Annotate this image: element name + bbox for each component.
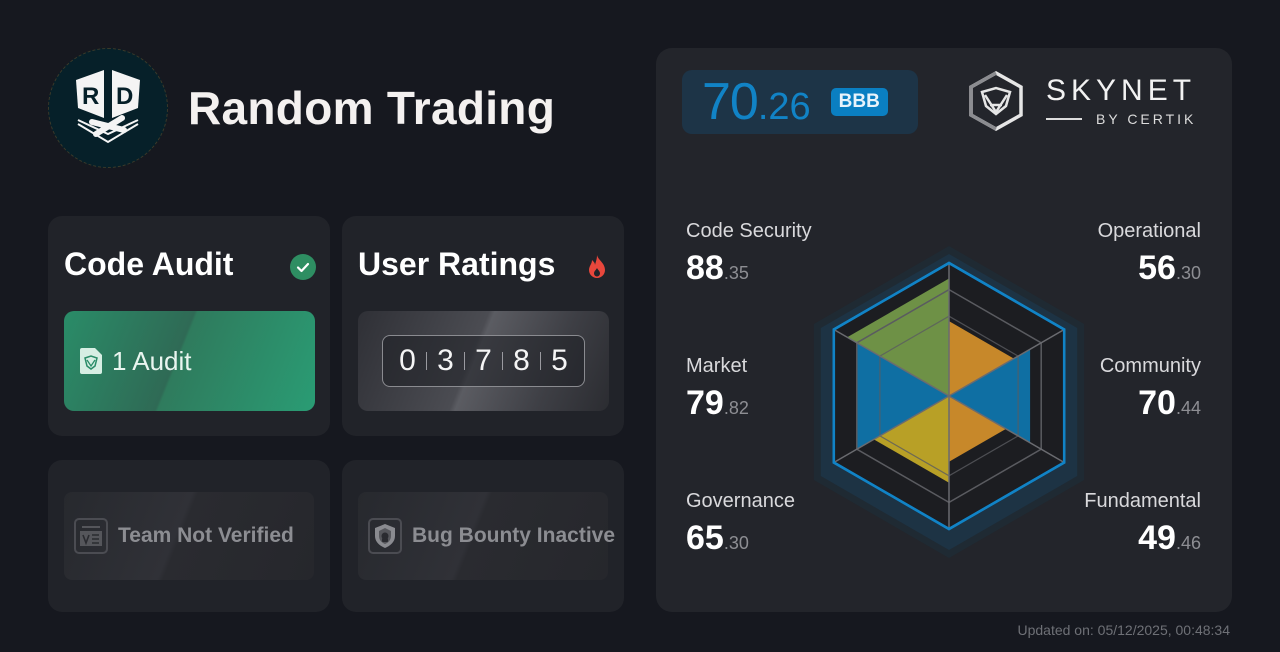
id-card-icon — [74, 518, 108, 554]
digit-separator — [426, 352, 427, 370]
metric-governance: Governance 65.30 — [686, 490, 795, 558]
brand-sub: BY CERTIK — [1046, 111, 1196, 127]
overall-score: 70 .26 BBB — [682, 70, 918, 134]
rating-digit: 7 — [475, 344, 492, 377]
metric-label: Fundamental — [1084, 490, 1201, 512]
metric-int: 56 — [1138, 249, 1176, 287]
digit-separator — [540, 352, 541, 370]
bug-bounty-status[interactable]: Bug Bounty Inactive — [358, 492, 615, 580]
brand-name: SKYNET — [1046, 74, 1197, 107]
code-audit-card: Code Audit 1 Audit — [48, 216, 330, 436]
metric-int: 70 — [1138, 384, 1176, 422]
radar-outline — [832, 261, 1066, 531]
user-ratings-counter: 0 3 7 8 5 — [358, 311, 609, 411]
updated-timestamp: Updated on: 05/12/2025, 00:48:34 — [1017, 622, 1230, 638]
rating-digit: 5 — [551, 344, 568, 377]
metric-dec: .30 — [1175, 263, 1201, 283]
project-title: Random Trading — [188, 82, 556, 134]
svg-text:D: D — [116, 83, 133, 110]
metric-operational: Operational 56.30 — [1098, 220, 1201, 288]
sector-community — [949, 349, 1031, 443]
code-audit-title: Code Audit — [64, 246, 234, 282]
user-ratings-card: User Ratings 0 3 7 8 5 — [342, 216, 624, 436]
metric-int: 65 — [686, 519, 724, 557]
grade-badge: BBB — [830, 88, 888, 116]
rdx-cube-logo-icon: R D — [76, 70, 140, 144]
metric-label: Governance — [686, 490, 795, 512]
metric-dec: .44 — [1175, 398, 1201, 418]
check-circle-icon — [290, 254, 316, 280]
metric-label: Operational — [1097, 220, 1201, 242]
bug-bounty-label: Bug Bounty Inactive — [412, 524, 616, 547]
project-logo: R D — [48, 48, 168, 168]
metric-community: Community 70.44 — [1100, 355, 1201, 423]
metric-dec: .46 — [1175, 533, 1201, 553]
user-ratings-title: User Ratings — [358, 246, 556, 282]
metric-market: Market 79.82 — [686, 355, 749, 423]
project-header: R D Random Trading — [48, 48, 555, 168]
metric-label: Market — [686, 355, 748, 377]
metric-code-security: Code Security 88.35 — [686, 220, 812, 288]
metric-dec: .30 — [723, 533, 749, 553]
skynet-logo-icon — [969, 70, 1023, 132]
metric-label: Community — [1099, 355, 1201, 377]
radar-chart — [813, 246, 1085, 558]
shield-bug-icon — [368, 518, 402, 554]
fire-icon — [589, 255, 605, 278]
metric-fundamental: Fundamental 49.46 — [1084, 490, 1201, 558]
audit-count-label: 1 Audit — [112, 345, 192, 376]
audit-document-icon — [80, 348, 102, 374]
team-status[interactable]: Team Not Verified — [64, 492, 314, 580]
metric-int: 49 — [1138, 519, 1176, 557]
audit-count-button[interactable]: 1 Audit — [64, 311, 315, 411]
metric-int: 79 — [686, 384, 724, 422]
skynet-brand: SKYNET BY CERTIK — [968, 70, 1196, 132]
digit-separator — [464, 352, 465, 370]
metric-int: 88 — [686, 249, 724, 287]
brand-divider — [1046, 118, 1082, 120]
score-integer: 70 — [702, 73, 759, 131]
team-status-label: Team Not Verified — [118, 524, 294, 547]
ratings-odometer: 0 3 7 8 5 — [382, 335, 585, 387]
svg-text:R: R — [82, 83, 99, 110]
team-verification-card: Team Not Verified — [48, 460, 330, 612]
metric-label: Code Security — [686, 220, 812, 242]
radar-axes — [833, 263, 1065, 529]
metric-dec: .35 — [723, 263, 749, 283]
sector-code-security — [847, 278, 949, 396]
digit-separator — [502, 352, 503, 370]
metric-dec: .82 — [723, 398, 749, 418]
skynet-score-panel: 70 .26 BBB SKYNET BY CERTIK — [656, 48, 1232, 612]
sector-operational — [949, 321, 1014, 396]
sector-fundamental — [949, 396, 1006, 462]
score-decimal: .26 — [757, 85, 811, 128]
brand-sub-label: BY CERTIK — [1096, 111, 1197, 127]
rating-digit: 0 — [399, 344, 416, 377]
sector-governance — [873, 396, 949, 483]
rating-digit: 8 — [513, 344, 530, 377]
bug-bounty-card: Bug Bounty Inactive — [342, 460, 624, 612]
rating-digit: 3 — [437, 344, 454, 377]
